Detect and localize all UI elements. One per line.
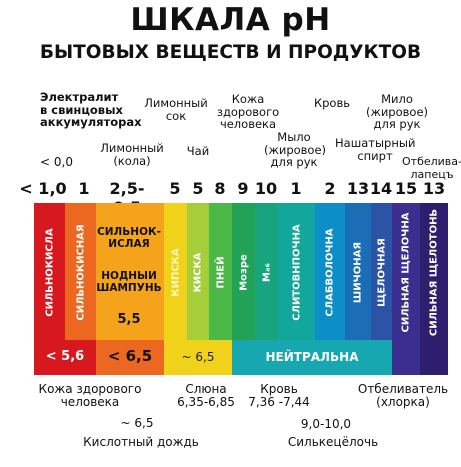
ph-bar-label: КИПСКА	[170, 248, 181, 297]
ph-bar-label: ЩЕЛОЧНАЯ	[376, 238, 387, 307]
ph-bar	[232, 203, 255, 375]
ph-bar-label: ПНЕЙ	[215, 256, 226, 289]
top-label-lemon-juice: Лимонный сок	[144, 96, 208, 123]
ph-bar	[255, 203, 278, 375]
ph-tick-label: 15	[394, 179, 418, 198]
ph-tick-label: 2	[324, 179, 336, 198]
bottom-label-approx: ~ 6,5	[120, 416, 154, 430]
top-label-lt-zero: < 0,0	[40, 155, 73, 169]
strip-acid-rain	[34, 340, 96, 375]
strip-neutral	[232, 340, 392, 375]
ph-bar-label: КИСКА	[192, 252, 204, 293]
ph-bar-label: СИЛЬНОКИСЛА	[44, 228, 55, 317]
cell-value-5-5: 5,5	[117, 312, 141, 327]
ph-tick-label: < 1,0	[19, 179, 67, 198]
bottom-label-blood: Кровь 7,36 -7,44	[248, 382, 310, 409]
bottom-label-acid-rain: Кислотный дождь	[83, 435, 199, 449]
bottom-label-bleach: Отбеливатель (хлорка)	[357, 382, 449, 409]
chart-subtitle: БЫТОВЫХ ВЕЩЕСТВ И ПРОДУКТОВ	[39, 42, 422, 63]
ph-bar-label: СЛИТОВНПОЧНА	[291, 224, 302, 321]
top-label-soap: Мыло (жировое) для рук	[264, 130, 327, 169]
bottom-label-alkali-range: 9,0-10,0	[300, 417, 352, 431]
ph-tick-label: 14	[369, 179, 393, 198]
bottom-label-skin: Кожа здорового человека	[38, 382, 142, 409]
ph-bar-label: СИЛЬНОКИСНАЯ	[75, 224, 86, 321]
ph-tick-label: 5	[169, 179, 181, 198]
top-label-soap-2: Мило (жировое) для рук	[365, 92, 429, 131]
bottom-label-alkali: Силькецёлочь	[287, 435, 379, 449]
ph-tick-label: 9	[237, 179, 249, 198]
top-label-ammonia: Нашатырный спирт	[335, 136, 416, 163]
top-label-tea: Чай	[186, 144, 210, 158]
top-label-blood: Кровь	[313, 96, 351, 110]
ph-bar-label: Мₐ₆	[261, 263, 272, 282]
ph-bar	[164, 203, 187, 375]
ph-bar	[209, 203, 232, 375]
strip-skin	[96, 340, 164, 375]
ph-tick-label: 10	[254, 179, 278, 198]
ph-bar-label: СИЛЬНАЯ ЩЕЛОТОНЬ	[428, 208, 440, 337]
chart-title: ШКАЛА рН	[130, 2, 331, 38]
cell-shampoo: НОДНЫИ ШАМПУНЬ	[96, 270, 162, 294]
top-label-skin: Кожа здорового человека	[216, 92, 280, 131]
top-label-lemon-cola: Лимонный (кола)	[100, 141, 164, 168]
strip-label-neutral: НЕЙТРАЛЬНА	[265, 350, 359, 364]
strip-label-lt-6-5: < 6,5	[107, 347, 153, 365]
ph-bar	[420, 203, 448, 375]
ph-bar-label: СЛАБВОЛОЧНА	[324, 228, 336, 317]
ph-tick-label: 1	[290, 179, 302, 198]
ph-bar-label: ШИЧОНАЯ	[352, 241, 364, 304]
ph-tick-label: 8	[214, 179, 226, 198]
ph-bar	[371, 203, 392, 375]
ph-tick-label: 13	[422, 179, 446, 198]
top-label-bleach: Отбелива- лапецъ	[402, 155, 461, 181]
ph-bar-label: Мозре	[238, 254, 249, 291]
bottom-label-saliva: Слюна 6,35-6,85	[177, 382, 235, 409]
top-label-electrolyte: Электралит в свинцовых аккумуляторах	[40, 90, 142, 129]
ph-bar	[187, 203, 209, 375]
strip-label-approx-6-5: ~ 6,5	[181, 350, 215, 364]
ph-bar	[392, 203, 420, 375]
strip-saliva	[164, 340, 232, 375]
strip-label-lt-5-6: < 5,6	[45, 349, 85, 364]
ph-tick-label: 13	[346, 179, 370, 198]
ph-bar-label: СИЛЬНАЯ ЩЕЛОЧНА	[400, 212, 412, 333]
cell-strong-acid: СИЛЬНОК- ИСЛАЯ	[97, 226, 161, 250]
ph-tick-label: 5	[192, 179, 204, 198]
ph-tick-label: 1	[78, 179, 90, 198]
